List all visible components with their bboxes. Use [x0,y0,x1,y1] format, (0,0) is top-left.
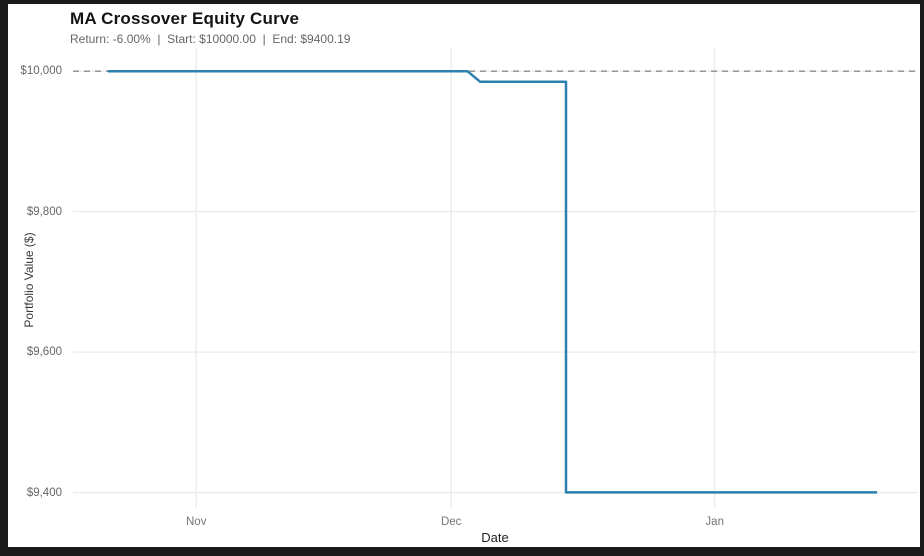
series-line-equity-curve [107,69,878,494]
x-tick-label: Jan [705,516,724,528]
y-tick-label: $9,600 [26,346,62,359]
x-tick-label: Nov [186,516,207,528]
x-tick-label: Dec [440,516,462,528]
x-axis-title: Date [481,530,509,545]
chart-subtitle: Return: -6.00% | Start: $10000.00 | End:… [70,32,351,46]
equity-curve-plot [73,48,917,508]
y-tick-label: $10,000 [20,65,62,78]
chart-title: MA Crossover Equity Curve [70,9,300,28]
chart-canvas: MA Crossover Equity Curve Return: -6.00%… [8,4,920,547]
y-tick-label: $9,400 [26,486,62,499]
y-tick-label: $9,800 [26,205,62,218]
